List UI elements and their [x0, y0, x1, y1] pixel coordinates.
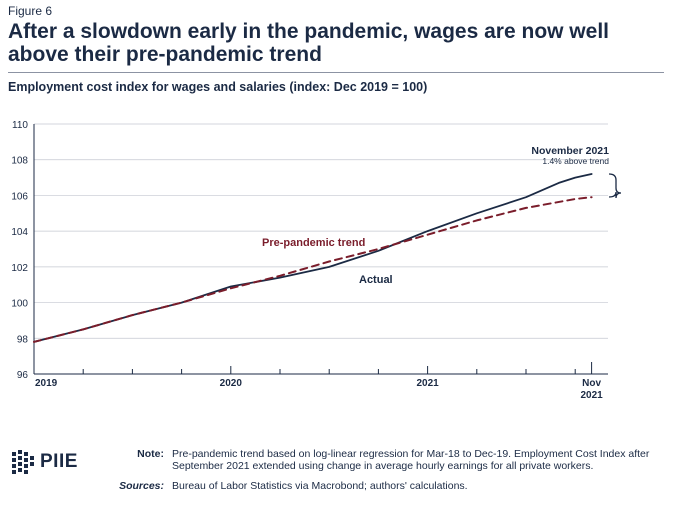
callout-text: 1.4% above trend — [542, 156, 609, 166]
annotations: Pre-pandemic trend Actual November 2021 … — [262, 145, 622, 286]
x-tick-label-line: Nov — [582, 378, 601, 389]
y-tick-label: 100 — [11, 299, 28, 310]
sources-text: Bureau of Labor Statistics via Macrobond… — [172, 480, 468, 492]
gap-bracket — [608, 173, 622, 199]
pre-pandemic-trend-line — [33, 196, 593, 343]
chart-title: After a slowdown early in the pandemic, … — [8, 20, 609, 66]
y-tick-label: 102 — [11, 263, 28, 274]
piie-logo-text: PIIE — [40, 451, 78, 472]
x-tick-label: 2019 — [35, 378, 58, 389]
y-tick-label: 96 — [17, 370, 29, 381]
y-tick-label: 108 — [11, 156, 28, 167]
axes — [33, 124, 608, 375]
actual-series-label: Actual — [359, 274, 393, 286]
sources-row: Sources: Bureau of Labor Statistics via … — [108, 480, 658, 492]
footnotes: Note: Pre-pandemic trend based on log-li… — [108, 448, 658, 500]
x-axis-ticks: 2019 2020 2021 Nov 2021 — [35, 362, 603, 401]
x-tick-label-line: 2021 — [580, 390, 603, 401]
chart-subtitle: Employment cost index for wages and sala… — [8, 80, 428, 94]
series-lines — [33, 173, 593, 343]
y-tick-label: 104 — [11, 227, 28, 238]
piie-logo: PIIE — [12, 450, 78, 474]
x-tick-label: 2021 — [416, 378, 439, 389]
note-label: Note: — [137, 448, 164, 460]
trend-series-label: Pre-pandemic trend — [262, 237, 365, 249]
title-divider — [8, 72, 664, 73]
figure-label: Figure 6 — [8, 4, 53, 18]
x-tick-label-line: 2021 — [416, 378, 439, 389]
y-grid: 96 98 100 102 104 106 108 110 — [11, 120, 608, 381]
callout-title: November 2021 — [531, 145, 609, 157]
y-tick-label: 110 — [12, 120, 28, 131]
note-row: Note: Pre-pandemic trend based on log-li… — [108, 448, 658, 472]
sources-label: Sources: — [119, 480, 164, 492]
actual-line — [33, 173, 593, 343]
x-tick-label: Nov 2021 — [580, 378, 603, 401]
x-tick-label-line: 2020 — [220, 378, 243, 389]
piie-logo-icon — [12, 450, 34, 474]
note-text: Pre-pandemic trend based on log-linear r… — [172, 448, 650, 472]
x-tick-label-line: 2019 — [35, 378, 58, 389]
x-tick-label: 2020 — [220, 378, 243, 389]
y-tick-label: 106 — [11, 191, 28, 202]
y-tick-label: 98 — [17, 334, 29, 345]
